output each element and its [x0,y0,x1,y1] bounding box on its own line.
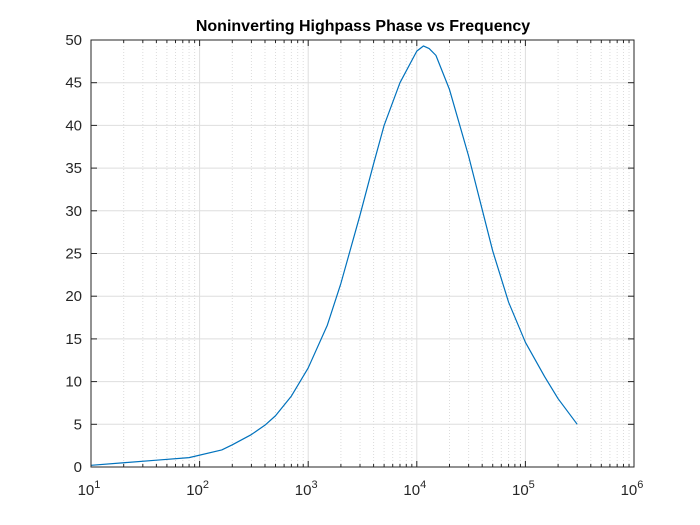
ticks [90,39,635,468]
y-tick-label: 45 [65,75,82,92]
y-tick-label: 25 [65,246,82,263]
y-tick-label: 40 [65,117,82,134]
y-tick-label: 30 [65,203,82,220]
chart-title: Noninverting Highpass Phase vs Frequency [196,18,530,35]
y-tick-label: 50 [65,32,82,49]
y-tick-label: 35 [65,160,82,177]
x-tick-label: 106 [621,479,644,499]
y-tick-label: 5 [74,416,82,433]
y-tick-label: 0 [74,459,82,476]
x-tick-label: 101 [78,479,101,499]
y-tick-label: 15 [65,331,82,348]
x-tick-label: 103 [295,479,318,499]
series-layer [90,45,578,466]
series-line [90,45,578,466]
grid [90,39,635,468]
x-tick-label: 105 [512,479,535,499]
x-tick-label: 104 [403,479,426,499]
y-tick-label: 10 [65,374,82,391]
y-tick-label: 20 [65,288,82,305]
x-tick-label: 102 [186,479,209,499]
tick-labels: 101 102 103 104 105 106 0 5 10 15 20 25 30 35 40 45 50 [65,32,643,499]
